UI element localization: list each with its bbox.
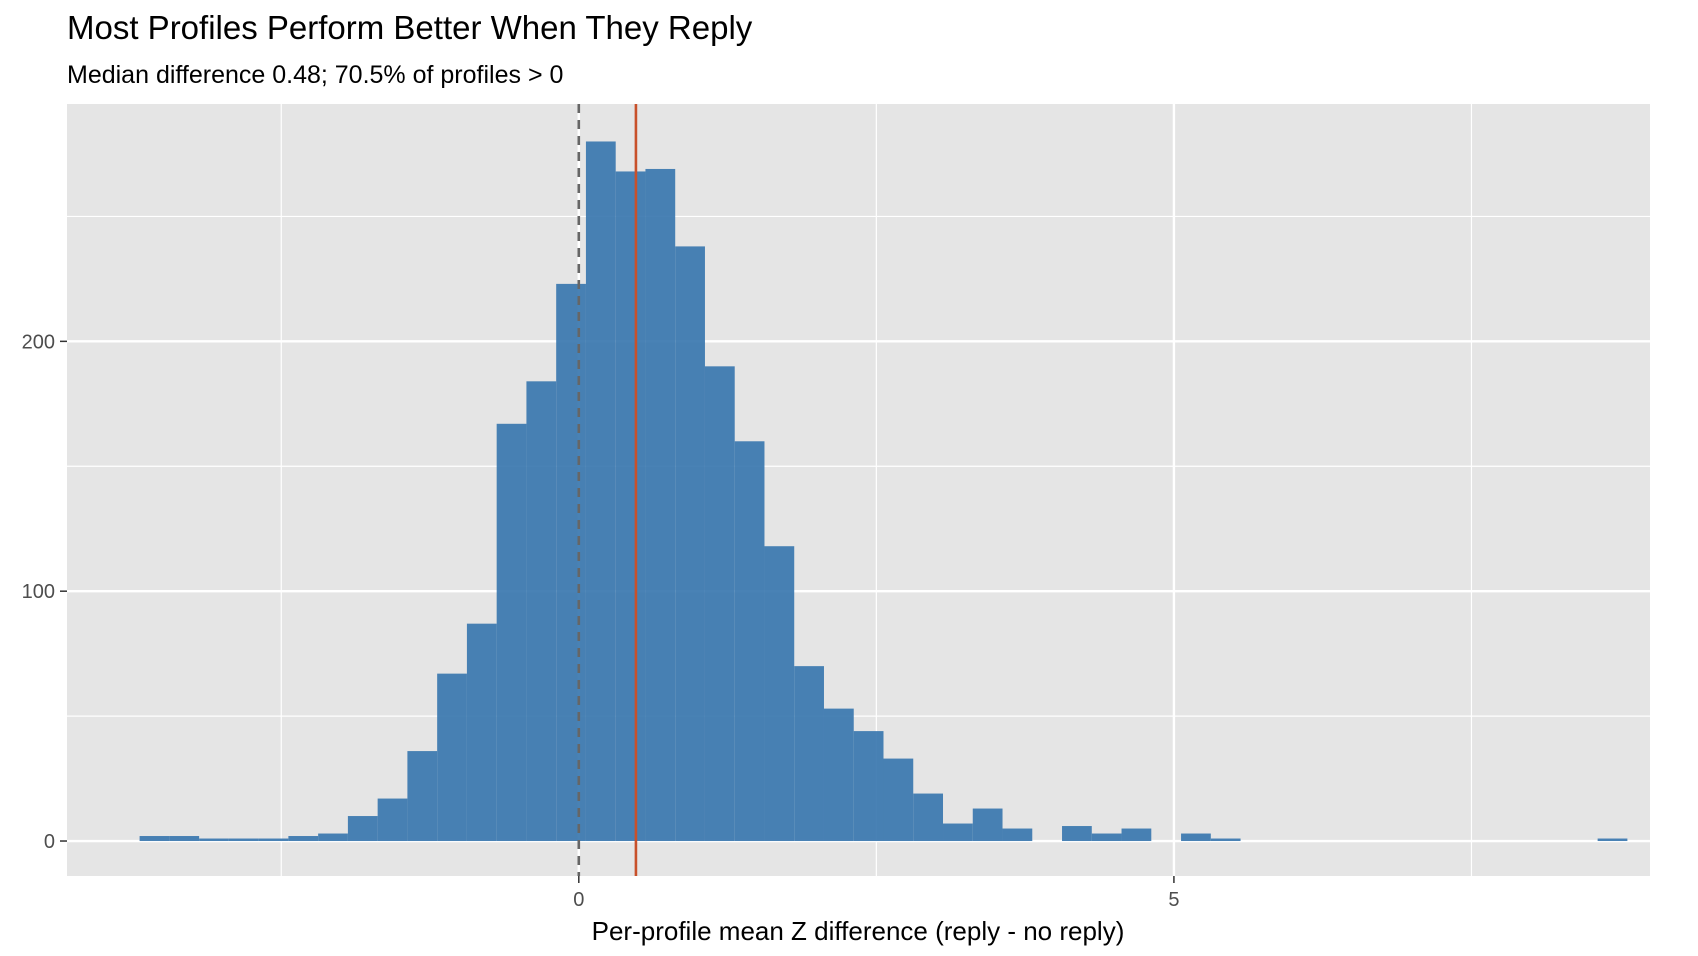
histogram-bar bbox=[1181, 833, 1211, 842]
x-tick-label: 5 bbox=[1168, 889, 1179, 911]
chart-title: Most Profiles Perform Better When They R… bbox=[67, 9, 753, 46]
histogram-bar bbox=[883, 758, 914, 842]
histogram-bar bbox=[556, 283, 586, 842]
x-tick-label: 0 bbox=[573, 889, 584, 911]
histogram-bar bbox=[437, 673, 467, 842]
histogram-bar bbox=[1210, 838, 1241, 842]
histogram-bar bbox=[823, 708, 854, 842]
histogram-bar bbox=[764, 546, 795, 842]
minor-gridlines bbox=[67, 104, 1650, 876]
y-tick-label: 200 bbox=[22, 331, 55, 353]
histogram-bar bbox=[943, 823, 973, 842]
histogram-bar bbox=[347, 816, 378, 842]
histogram-bar bbox=[615, 171, 646, 842]
histogram-bar bbox=[1002, 828, 1033, 842]
chart-subtitle: Median difference 0.48; 70.5% of profile… bbox=[67, 61, 563, 89]
histogram-bar bbox=[853, 731, 884, 842]
histogram-bar bbox=[466, 623, 497, 842]
histogram-bar bbox=[496, 423, 527, 842]
y-axis: 0 100 200 bbox=[22, 331, 67, 853]
y-tick-label: 0 bbox=[44, 831, 55, 853]
histogram-bar bbox=[199, 838, 229, 842]
y-tick-label: 100 bbox=[22, 581, 55, 603]
histogram-bar bbox=[1062, 826, 1092, 842]
histogram-bar bbox=[139, 836, 170, 842]
histogram-bar bbox=[585, 141, 616, 842]
histogram-bar bbox=[526, 381, 557, 842]
histogram-bar bbox=[704, 366, 735, 842]
histogram-bars bbox=[139, 141, 1628, 842]
histogram-bar bbox=[675, 246, 705, 842]
histogram-bar bbox=[377, 798, 408, 842]
histogram-bar bbox=[288, 836, 319, 842]
histogram-bar bbox=[913, 793, 944, 842]
histogram-bar bbox=[794, 666, 824, 842]
histogram-bar bbox=[169, 836, 200, 842]
histogram-bar bbox=[258, 838, 289, 842]
histogram-bar bbox=[645, 168, 676, 842]
histogram-bar bbox=[228, 838, 259, 842]
histogram-bar bbox=[318, 833, 348, 842]
histogram-bar bbox=[1091, 833, 1122, 842]
histogram-bar bbox=[1121, 828, 1152, 842]
reference-lines bbox=[577, 104, 638, 876]
histogram-bar bbox=[734, 441, 765, 842]
histogram-bar bbox=[407, 751, 438, 842]
histogram-bar bbox=[972, 808, 1003, 842]
histogram-bar bbox=[1597, 838, 1628, 842]
x-axis-title: Per-profile mean Z difference (reply - n… bbox=[592, 916, 1125, 946]
